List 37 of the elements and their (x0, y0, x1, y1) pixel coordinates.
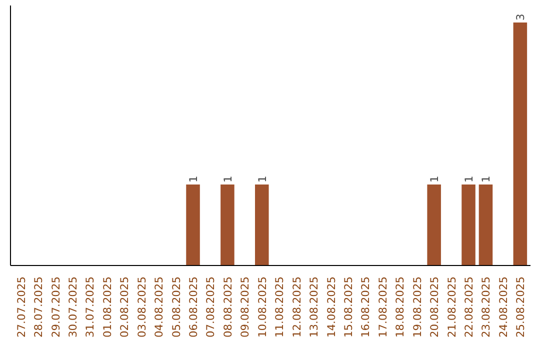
x-tick-label: 28.07.2025 (32, 276, 46, 338)
x-tick-label: 18.08.2025 (394, 276, 407, 338)
x-tick-label: 11.08.2025 (273, 276, 286, 338)
x-tick-label: 07.08.2025 (204, 276, 218, 338)
data-label: 1 (462, 176, 476, 183)
data-label: 1 (221, 176, 234, 183)
x-tick-label: 31.07.2025 (84, 276, 97, 338)
x-tick-label: 22.08.2025 (462, 276, 476, 338)
data-label: 3 (514, 14, 528, 21)
x-tick-label: 05.08.2025 (170, 276, 183, 338)
x-tick-label: 06.08.2025 (187, 276, 200, 338)
x-tick-label: 13.08.2025 (308, 276, 321, 338)
x-tick-label: 08.08.2025 (221, 276, 234, 338)
data-label: 1 (256, 176, 269, 183)
x-tick-label: 10.08.2025 (256, 276, 269, 338)
x-tick-label: 14.08.2025 (324, 276, 338, 338)
data-label: 1 (480, 176, 493, 183)
x-tick-label: 19.08.2025 (410, 276, 424, 338)
x-tick-label: 12.08.2025 (290, 276, 304, 338)
x-tick-label: 25.08.2025 (514, 276, 528, 338)
x-tick-label: 02.08.2025 (118, 276, 132, 338)
data-label: 1 (187, 176, 200, 183)
x-tick-label: 21.08.2025 (445, 276, 458, 338)
x-tick-label: 23.08.2025 (480, 276, 493, 338)
x-tick-label: 20.08.2025 (428, 276, 442, 338)
x-tick-label: 01.08.2025 (100, 276, 114, 338)
x-tick-label: 15.08.2025 (342, 276, 355, 338)
x-tick-label: 16.08.2025 (359, 276, 372, 338)
data-label: 1 (428, 176, 442, 183)
x-tick-label: 03.08.2025 (135, 276, 148, 338)
x-tick-label: 30.07.2025 (66, 276, 80, 338)
x-tick-label: 04.08.2025 (152, 276, 166, 338)
x-tick-label: 29.07.2025 (49, 276, 62, 338)
x-tick-label: 17.08.2025 (376, 276, 390, 338)
x-tick-label: 27.07.2025 (14, 276, 28, 338)
x-tick-label: 24.08.2025 (496, 276, 510, 338)
x-tick-label: 09.08.2025 (238, 276, 252, 338)
